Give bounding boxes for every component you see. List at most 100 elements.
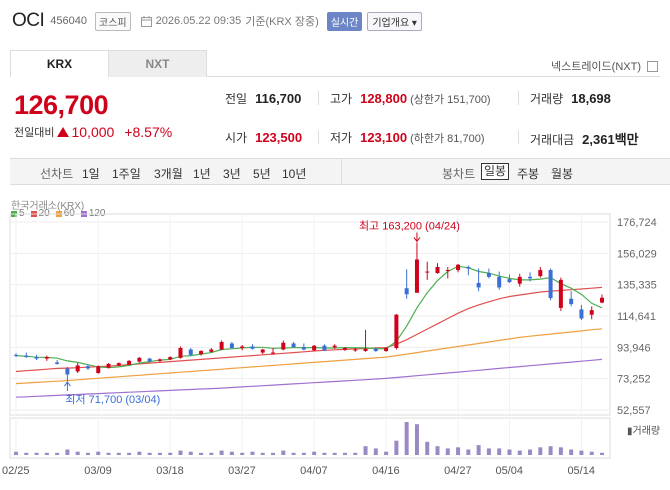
- volume-bar: [75, 451, 80, 455]
- volume-bar: [24, 452, 29, 455]
- candle-body: [497, 276, 502, 288]
- quote-high: 고가 128,800 (상한가 151,700): [330, 90, 491, 107]
- volume-bar: [342, 452, 347, 455]
- candle-body: [219, 341, 224, 350]
- tab-krx[interactable]: KRX: [11, 51, 108, 77]
- chart-toolbar: 선차트 1일 1주일 3개월 1년 3년 5년 10년 봉차트 일봉 주봉 월봉: [10, 158, 670, 185]
- tab-nxt[interactable]: NXT: [108, 51, 206, 77]
- candle-body: [65, 368, 70, 375]
- candle-body: [332, 345, 337, 348]
- candle-body: [75, 365, 80, 372]
- candle-body: [44, 357, 49, 359]
- volume-bar: [106, 452, 111, 455]
- amount-unit: 백만: [614, 132, 639, 147]
- candle-body: [445, 270, 450, 272]
- x-tick-label: 05/04: [495, 465, 523, 477]
- max-arrow-head: [413, 237, 421, 243]
- volume-bar: [528, 449, 533, 455]
- x-tick-label: 02/25: [2, 465, 30, 477]
- candle-body: [271, 352, 276, 354]
- volume-bar: [157, 452, 162, 455]
- candle-body: [600, 297, 604, 303]
- y-tick-label: 73,252: [617, 374, 651, 386]
- volume-bar: [55, 452, 60, 455]
- volume-bar: [281, 450, 286, 455]
- volume-bar: [332, 452, 337, 455]
- candle-body: [435, 267, 440, 274]
- volume-bar: [34, 452, 39, 455]
- volume-bar: [250, 451, 255, 455]
- quote-basis: 기준(KRX 장중): [245, 16, 319, 28]
- candle-body: [260, 349, 265, 353]
- range-1y[interactable]: 1년: [193, 167, 211, 181]
- nextrade-toggle[interactable]: 넥스트레이드(NXT): [551, 58, 658, 74]
- quote-prev: 전일 116,700: [225, 90, 301, 107]
- candle-body: [188, 349, 193, 355]
- y-tick-label: 135,335: [617, 280, 657, 292]
- candle-chart-button[interactable]: 봉차트: [442, 167, 476, 181]
- tab-divider: [207, 76, 660, 77]
- volume-bar: [229, 451, 234, 455]
- volume-bar: [14, 451, 18, 455]
- toolbar-divider: [341, 159, 342, 184]
- candle-body: [229, 343, 234, 349]
- range-3m[interactable]: 3개월: [154, 167, 183, 181]
- nextrade-checkbox[interactable]: [647, 60, 658, 72]
- price-change: 전일대비 10,000 +8.57%: [14, 124, 172, 140]
- y-tick-label: 176,724: [617, 217, 657, 229]
- x-tick-label: 04/27: [444, 465, 472, 477]
- candle-body: [404, 288, 409, 295]
- divider: [318, 130, 319, 144]
- divider: [518, 130, 519, 144]
- open-label: 시가: [225, 131, 248, 145]
- min-arrow-head: [64, 381, 71, 387]
- y-tick-label: 93,946: [617, 342, 651, 354]
- candle-body: [14, 354, 18, 356]
- volume-bar: [579, 450, 584, 455]
- period-daily[interactable]: 일봉: [481, 163, 510, 180]
- prev-value: 116,700: [255, 91, 302, 106]
- period-weekly[interactable]: 주봉: [517, 167, 540, 181]
- candle-body: [291, 343, 296, 348]
- line-chart-button[interactable]: 선차트: [40, 167, 74, 181]
- exchange-tabs: KRX NXT: [10, 50, 207, 77]
- volume-bar: [137, 451, 142, 455]
- company-info-dropdown[interactable]: 기업개요 ▾: [367, 11, 422, 31]
- volume-bar: [44, 452, 49, 455]
- volume-bar: [353, 452, 358, 455]
- y-tick-label: 156,029: [617, 248, 657, 260]
- volume-bar: [466, 449, 471, 455]
- volume-bar: [497, 448, 502, 455]
- range-5y[interactable]: 5년: [253, 167, 271, 181]
- ma5-line: [15, 265, 603, 369]
- volume-bar: [486, 448, 491, 455]
- candle-body: [322, 345, 327, 351]
- volume-bar: [476, 445, 481, 455]
- amount-label: 거래대금: [530, 133, 575, 147]
- period-monthly[interactable]: 월봉: [551, 167, 574, 181]
- volume-bar: [312, 451, 317, 455]
- candle-body: [199, 351, 204, 355]
- volume-bar: [600, 452, 604, 455]
- candle-body: [96, 366, 101, 373]
- quote-volume: 거래량 18,698: [530, 90, 611, 107]
- price-plot-frame: [9, 213, 611, 416]
- candle-body: [353, 349, 358, 351]
- volume-label: 거래량: [530, 92, 564, 106]
- range-1d[interactable]: 1일: [82, 167, 100, 181]
- change-amount: 10,000: [71, 124, 115, 140]
- prev-label: 전일: [225, 92, 248, 106]
- range-1w[interactable]: 1주일: [112, 167, 141, 181]
- candle-body: [281, 342, 286, 350]
- current-price: 126,700: [14, 90, 109, 120]
- range-10y[interactable]: 10년: [282, 167, 307, 181]
- candle-body: [116, 363, 121, 366]
- ma20-line: [15, 286, 603, 373]
- ma60-line: [15, 328, 603, 385]
- range-3y[interactable]: 3년: [223, 167, 241, 181]
- candle-body: [363, 348, 368, 352]
- realtime-button[interactable]: 실시간: [326, 11, 363, 31]
- quote-open: 시가 123,500: [225, 129, 302, 146]
- candle-body: [34, 357, 39, 359]
